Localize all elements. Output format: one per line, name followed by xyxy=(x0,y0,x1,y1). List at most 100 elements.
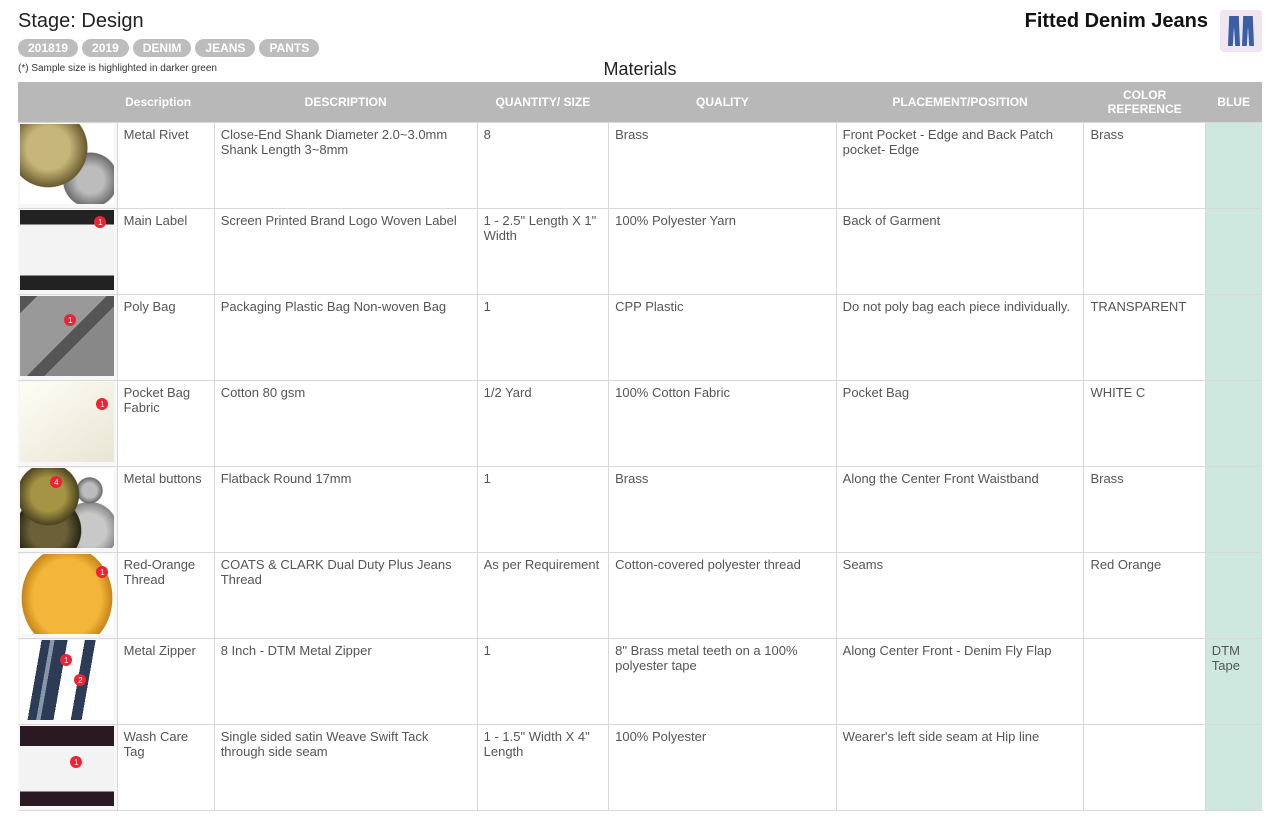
material-thumbnail-cell[interactable]: 1 xyxy=(18,725,117,811)
annotation-badge: 1 xyxy=(64,314,76,326)
cell-qty: 8 xyxy=(477,123,608,209)
cell-desc2: Cotton 80 gsm xyxy=(214,381,477,467)
material-thumbnail xyxy=(20,124,114,204)
material-thumbnail-cell[interactable]: 1 xyxy=(18,209,117,295)
cell-colorref xyxy=(1084,639,1205,725)
annotation-badge: 1 xyxy=(94,216,106,228)
cell-qty: 1/2 Yard xyxy=(477,381,608,467)
product-thumbnail[interactable] xyxy=(1220,10,1262,52)
cell-quality: 100% Polyester Yarn xyxy=(609,209,837,295)
cell-colorref: TRANSPARENT xyxy=(1084,295,1205,381)
table-row[interactable]: 1 Pocket Bag FabricCotton 80 gsm1/2 Yard1… xyxy=(18,381,1262,467)
material-thumbnail: 4 xyxy=(20,468,114,548)
cell-placement: Back of Garment xyxy=(836,209,1084,295)
annotation-badge: 1 xyxy=(70,756,82,768)
column-header[interactable]: COLOR REFERENCE xyxy=(1084,82,1205,123)
tag-list: 2018192019DENIMJEANSPANTS xyxy=(18,39,1025,57)
cell-qty: 1 - 1.5" Width X 4" Length xyxy=(477,725,608,811)
header-left: Stage: Design 2018192019DENIMJEANSPANTS xyxy=(18,10,1025,59)
cell-placement: Pocket Bag xyxy=(836,381,1084,467)
tag[interactable]: 201819 xyxy=(18,39,78,57)
material-thumbnail-cell[interactable]: 1 xyxy=(18,381,117,467)
tag[interactable]: JEANS xyxy=(195,39,255,57)
column-header[interactable] xyxy=(18,82,117,123)
cell-quality: 100% Cotton Fabric xyxy=(609,381,837,467)
cell-desc1: Poly Bag xyxy=(117,295,214,381)
cell-desc1: Red-Orange Thread xyxy=(117,553,214,639)
material-thumbnail-cell[interactable]: 1 xyxy=(18,553,117,639)
cell-quality: Cotton-covered polyester thread xyxy=(609,553,837,639)
cell-qty: 1 xyxy=(477,639,608,725)
cell-desc1: Pocket Bag Fabric xyxy=(117,381,214,467)
cell-placement: Do not poly bag each piece individually. xyxy=(836,295,1084,381)
material-thumbnail-cell[interactable] xyxy=(18,123,117,209)
cell-desc2: Screen Printed Brand Logo Woven Label xyxy=(214,209,477,295)
table-row[interactable]: 1 Red-Orange ThreadCOATS & CLARK Dual Dut… xyxy=(18,553,1262,639)
cell-desc2: Single sided satin Weave Swift Tack thro… xyxy=(214,725,477,811)
cell-desc2: 8 Inch - DTM Metal Zipper xyxy=(214,639,477,725)
cell-placement: Along the Center Front Waistband xyxy=(836,467,1084,553)
table-row[interactable]: 1 Poly BagPackaging Plastic Bag Non-woven… xyxy=(18,295,1262,381)
column-header[interactable]: BLUE xyxy=(1205,82,1262,123)
cell-desc1: Metal Rivet xyxy=(117,123,214,209)
table-row[interactable]: 4Metal buttonsFlatback Round 17mm1BrassA… xyxy=(18,467,1262,553)
annotation-badge: 2 xyxy=(74,674,86,686)
table-row[interactable]: 1Main LabelScreen Printed Brand Logo Wov… xyxy=(18,209,1262,295)
cell-blue xyxy=(1205,295,1262,381)
cell-qty: 1 xyxy=(477,467,608,553)
table-row[interactable]: Metal RivetClose-End Shank Diameter 2.0~… xyxy=(18,123,1262,209)
jeans-icon xyxy=(1242,16,1254,46)
tag[interactable]: DENIM xyxy=(133,39,192,57)
cell-colorref: Brass xyxy=(1084,467,1205,553)
cell-qty: 1 xyxy=(477,295,608,381)
annotation-badge: 4 xyxy=(50,476,62,488)
column-header[interactable]: DESCRIPTION xyxy=(214,82,477,123)
cell-quality: Brass xyxy=(609,123,837,209)
cell-desc1: Metal Zipper xyxy=(117,639,214,725)
tag[interactable]: 2019 xyxy=(82,39,129,57)
cell-blue xyxy=(1205,209,1262,295)
cell-colorref xyxy=(1084,725,1205,811)
cell-blue: DTM Tape xyxy=(1205,639,1262,725)
material-thumbnail: 1 xyxy=(20,210,114,290)
table-header-row: DescriptionDESCRIPTIONQUANTITY/ SIZEQUAL… xyxy=(18,82,1262,123)
column-header[interactable]: QUANTITY/ SIZE xyxy=(477,82,608,123)
material-thumbnail-cell[interactable]: 1 xyxy=(18,295,117,381)
materials-table: DescriptionDESCRIPTIONQUANTITY/ SIZEQUAL… xyxy=(18,82,1262,811)
column-header[interactable]: Description xyxy=(117,82,214,123)
header-right: Fitted Denim Jeans xyxy=(1025,10,1262,52)
cell-placement: Front Pocket - Edge and Back Patch pocke… xyxy=(836,123,1084,209)
cell-quality: CPP Plastic xyxy=(609,295,837,381)
column-header[interactable]: QUALITY xyxy=(609,82,837,123)
material-thumbnail-cell[interactable]: 4 xyxy=(18,467,117,553)
material-thumbnail: 1 xyxy=(20,382,114,462)
cell-desc2: Flatback Round 17mm xyxy=(214,467,477,553)
cell-qty: 1 - 2.5" Length X 1" Width xyxy=(477,209,608,295)
cell-colorref: Red Orange xyxy=(1084,553,1205,639)
cell-quality: 8" Brass metal teeth on a 100% polyester… xyxy=(609,639,837,725)
cell-qty: As per Requirement xyxy=(477,553,608,639)
cell-placement: Wearer's left side seam at Hip line xyxy=(836,725,1084,811)
cell-placement: Seams xyxy=(836,553,1084,639)
table-row[interactable]: 12Metal Zipper 8 Inch - DTM Metal Zipper… xyxy=(18,639,1262,725)
table-row[interactable]: 1Wash Care TagSingle sided satin Weave S… xyxy=(18,725,1262,811)
cell-blue xyxy=(1205,725,1262,811)
annotation-badge: 1 xyxy=(60,654,72,666)
cell-quality: Brass xyxy=(609,467,837,553)
annotation-badge: 1 xyxy=(96,398,108,410)
cell-desc1: Metal buttons xyxy=(117,467,214,553)
cell-blue xyxy=(1205,123,1262,209)
material-thumbnail: 1 xyxy=(20,554,114,634)
cell-desc2: COATS & CLARK Dual Duty Plus Jeans Threa… xyxy=(214,553,477,639)
material-thumbnail-cell[interactable]: 12 xyxy=(18,639,117,725)
column-header[interactable]: PLACEMENT/POSITION xyxy=(836,82,1084,123)
jeans-icon xyxy=(1228,16,1240,46)
annotation-badge: 1 xyxy=(96,566,108,578)
cell-desc2: Packaging Plastic Bag Non-woven Bag xyxy=(214,295,477,381)
material-thumbnail: 12 xyxy=(20,640,114,720)
cell-colorref xyxy=(1084,209,1205,295)
cell-blue xyxy=(1205,467,1262,553)
tag[interactable]: PANTS xyxy=(259,39,319,57)
material-thumbnail: 1 xyxy=(20,296,114,376)
cell-placement: Along Center Front - Denim Fly Flap xyxy=(836,639,1084,725)
